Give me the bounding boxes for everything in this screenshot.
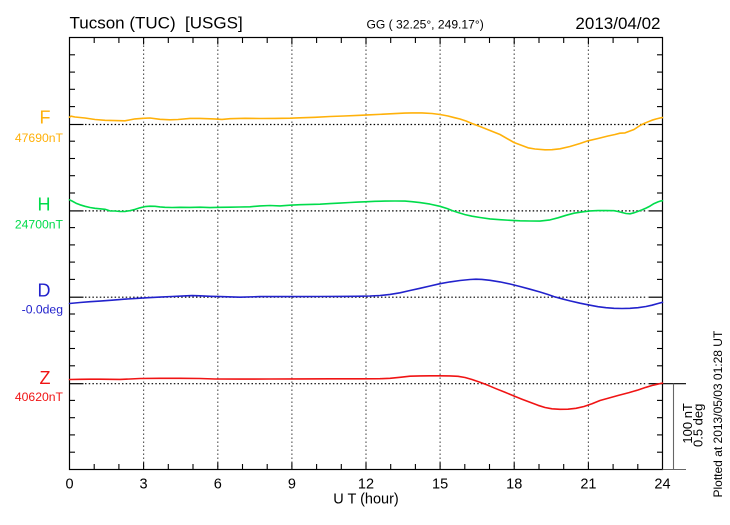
svg-text:24700nT: 24700nT: [15, 217, 64, 231]
svg-text:D: D: [38, 281, 51, 301]
svg-text:0: 0: [65, 476, 73, 492]
svg-text:6: 6: [214, 476, 222, 492]
svg-text:24: 24: [654, 476, 670, 492]
svg-text:F: F: [40, 107, 51, 127]
svg-text:Plotted at 2013/05/03 01:28 UT: Plotted at 2013/05/03 01:28 UT: [711, 330, 725, 497]
svg-text:21: 21: [580, 476, 596, 492]
svg-text:9: 9: [288, 476, 296, 492]
svg-text:Tucson (TUC) [USGS]: Tucson (TUC) [USGS]: [70, 13, 243, 32]
svg-text:47690nT: 47690nT: [15, 131, 64, 145]
svg-text:40620nT: 40620nT: [15, 390, 64, 404]
svg-text:-0.0deg: -0.0deg: [22, 303, 63, 317]
svg-text:12: 12: [358, 476, 374, 492]
svg-text:3: 3: [140, 476, 148, 492]
svg-text:2013/04/02: 2013/04/02: [575, 14, 660, 33]
svg-text:U T (hour): U T (hour): [333, 492, 399, 508]
svg-text:100 nT: 100 nT: [680, 403, 695, 444]
svg-text:18: 18: [506, 476, 522, 492]
svg-text:15: 15: [432, 476, 448, 492]
svg-text:Z: Z: [40, 368, 51, 388]
svg-text:GG ( 32.25°, 249.17°): GG ( 32.25°, 249.17°): [367, 17, 484, 31]
svg-text:H: H: [38, 195, 51, 215]
svg-text:0.5 deg: 0.5 deg: [691, 404, 706, 447]
